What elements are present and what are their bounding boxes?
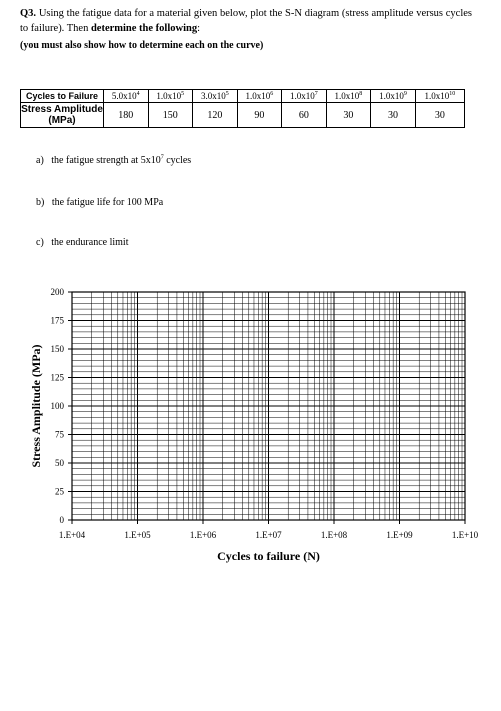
x-tick-label: 1.E+06: [190, 530, 217, 540]
x-tick-label: 1.E+09: [386, 530, 413, 540]
y-axis-label: Stress Amplitude (MPa): [29, 344, 43, 467]
stress-cell-7: 30: [414, 102, 466, 128]
part-a: a) the fatigue strength at 5x107 cycles: [36, 154, 192, 166]
table-row-stress: Stress Amplitude (MPa) 180 150 120 90 60…: [20, 102, 466, 128]
plot-area-border: [71, 291, 466, 521]
x-tick-label: 1.E+10: [452, 530, 479, 540]
y-tick-labels: 0 25 50 75 100 125 150 175 200: [51, 287, 65, 525]
x-tick-label: 1.E+08: [321, 530, 348, 540]
question-number: Q3.: [20, 8, 37, 19]
cycles-cell-6: 1.0x109: [370, 89, 416, 103]
y-tick-label: 150: [51, 344, 65, 354]
stress-cell-4: 60: [281, 102, 327, 128]
x-tick-labels: 1.E+04 1.E+05 1.E+06 1.E+07 1.E+08 1.E+09 1.E+…: [59, 530, 479, 540]
y-tick-label: 175: [51, 316, 65, 326]
row-label-stress: Stress Amplitude (MPa): [20, 102, 104, 128]
y-tick-label: 125: [51, 373, 65, 383]
cycles-cell-3: 1.0x106: [236, 89, 283, 103]
stress-cell-1: 150: [147, 102, 194, 128]
fatigue-data-table: Cycles to Failure 5.0x104 1.0x105 3.0x10…: [20, 89, 466, 128]
cycles-cell-2: 3.0x105: [192, 89, 238, 103]
x-tick-label: 1.E+04: [59, 530, 86, 540]
y-tick-label: 200: [51, 287, 65, 297]
y-tick-label: 50: [55, 458, 65, 468]
row-label-cycles: Cycles to Failure: [20, 89, 104, 103]
x-tick-label: 1.E+05: [124, 530, 151, 540]
y-tick-label: 25: [55, 487, 65, 497]
y-tick-label: 75: [55, 430, 65, 440]
grid-major: [68, 291, 466, 524]
question-text-a: Using the fatigue data for a material gi…: [20, 8, 473, 34]
cycles-cell-7: 1.0x1010: [414, 89, 466, 103]
cycles-cell-0: 5.0x104: [103, 89, 149, 103]
cycles-cell-1: 1.0x105: [147, 89, 194, 103]
y-tick-label: 0: [60, 515, 65, 525]
table-row-cycles: Cycles to Failure 5.0x104 1.0x105 3.0x10…: [20, 89, 466, 103]
stress-cell-3: 90: [236, 102, 283, 128]
stress-cell-5: 30: [325, 102, 372, 128]
y-tick-label: 100: [51, 401, 65, 411]
x-tick-label: 1.E+07: [255, 530, 282, 540]
stress-cell-6: 30: [370, 102, 416, 128]
question-text-b: determine the following: [90, 23, 198, 34]
stress-cell-0: 180: [103, 102, 149, 128]
instruction-note: (you must also show how to determine eac…: [20, 40, 264, 51]
part-c: c) the endurance limit: [36, 237, 129, 248]
cycles-cell-5: 1.0x108: [325, 89, 372, 103]
part-b: b) the fatigue life for 100 MPa: [36, 197, 164, 208]
question-text: Q3. Using the fatigue data for a materia…: [20, 6, 472, 36]
question-text-c: :: [197, 23, 201, 34]
stress-cell-2: 120: [192, 102, 238, 128]
cycles-cell-4: 1.0x107: [281, 89, 327, 103]
x-axis-label: Cycles to failure (N): [217, 549, 320, 563]
